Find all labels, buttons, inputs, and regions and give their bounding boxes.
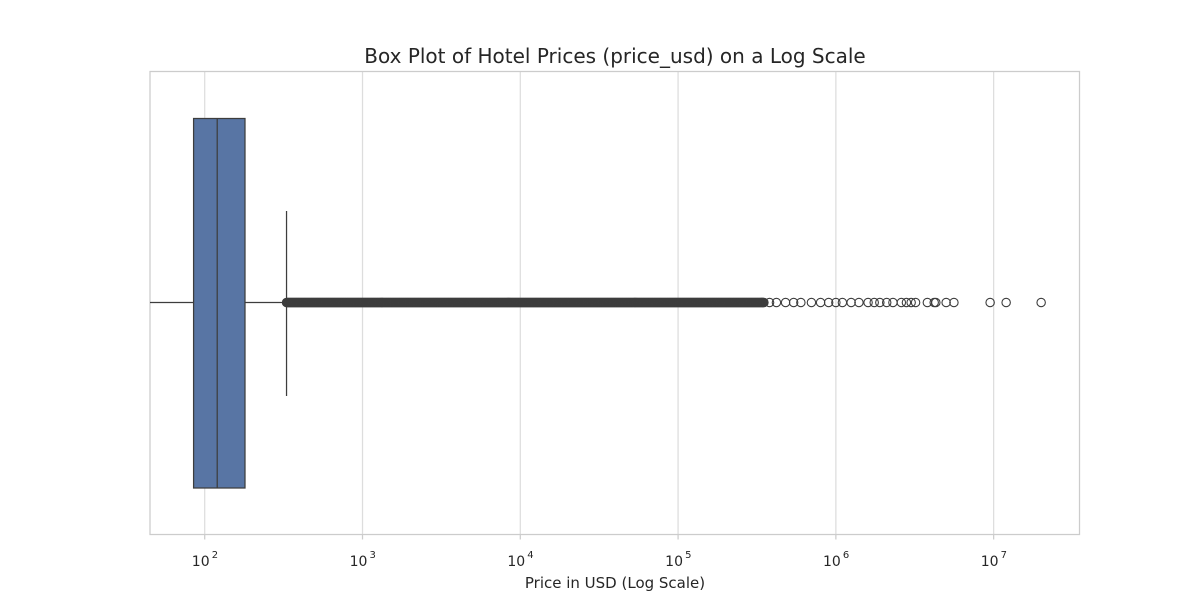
outlier-point [901, 297, 912, 308]
outlier-point [815, 297, 826, 308]
outlier-point [837, 297, 848, 308]
outlier-point [788, 297, 799, 308]
outlier-point [931, 297, 941, 308]
outlier-point [854, 297, 864, 308]
x-tick-label-exponent: 6 [843, 550, 849, 561]
outlier-point [780, 297, 791, 308]
outlier-layer [281, 297, 1046, 308]
outlier-point [796, 297, 806, 308]
outlier-point [1036, 297, 1046, 308]
outlier-point [985, 297, 995, 308]
outlier-point [831, 297, 841, 308]
outlier-point [1001, 297, 1011, 308]
outlier-point [823, 297, 834, 308]
x-tick-label-exponent: 2 [212, 550, 218, 561]
x-tick-label-exponent: 7 [1001, 550, 1007, 561]
x-tick-label: 10 [823, 554, 841, 570]
outlier-point [846, 297, 856, 308]
outlier-point [759, 297, 769, 308]
outlier-point [941, 297, 951, 308]
x-tick-label: 10 [981, 554, 999, 570]
outlier-point [896, 297, 907, 308]
outlier-point [771, 297, 782, 308]
outlier-point [869, 297, 879, 308]
outlier-point [881, 297, 892, 308]
x-tick-label: 10 [350, 554, 368, 570]
x-tick-label-exponent: 3 [370, 550, 376, 561]
box-layer [150, 117, 288, 489]
outlier-point [888, 297, 898, 308]
outlier-point [875, 297, 885, 308]
chart-title: Box Plot of Hotel Prices (price_usd) on … [364, 44, 865, 68]
outlier-point [806, 297, 817, 308]
iqr-box [192, 117, 246, 489]
outlier-point [906, 297, 916, 308]
outlier-point [764, 297, 775, 308]
tick-layer: 10 2 10 3 10 4 10 5 10 6 10 7 [192, 534, 1007, 570]
x-axis-label: Price in USD (Log Scale) [525, 574, 705, 592]
outlier-point [949, 297, 959, 308]
outlier-point [910, 297, 921, 308]
outlier-point [863, 297, 873, 308]
x-tick-label: 10 [665, 554, 683, 570]
x-tick-label: 10 [192, 554, 210, 570]
x-tick-label-exponent: 4 [527, 550, 533, 561]
x-tick-label-exponent: 5 [685, 550, 691, 561]
x-tick-label: 10 [507, 554, 525, 570]
